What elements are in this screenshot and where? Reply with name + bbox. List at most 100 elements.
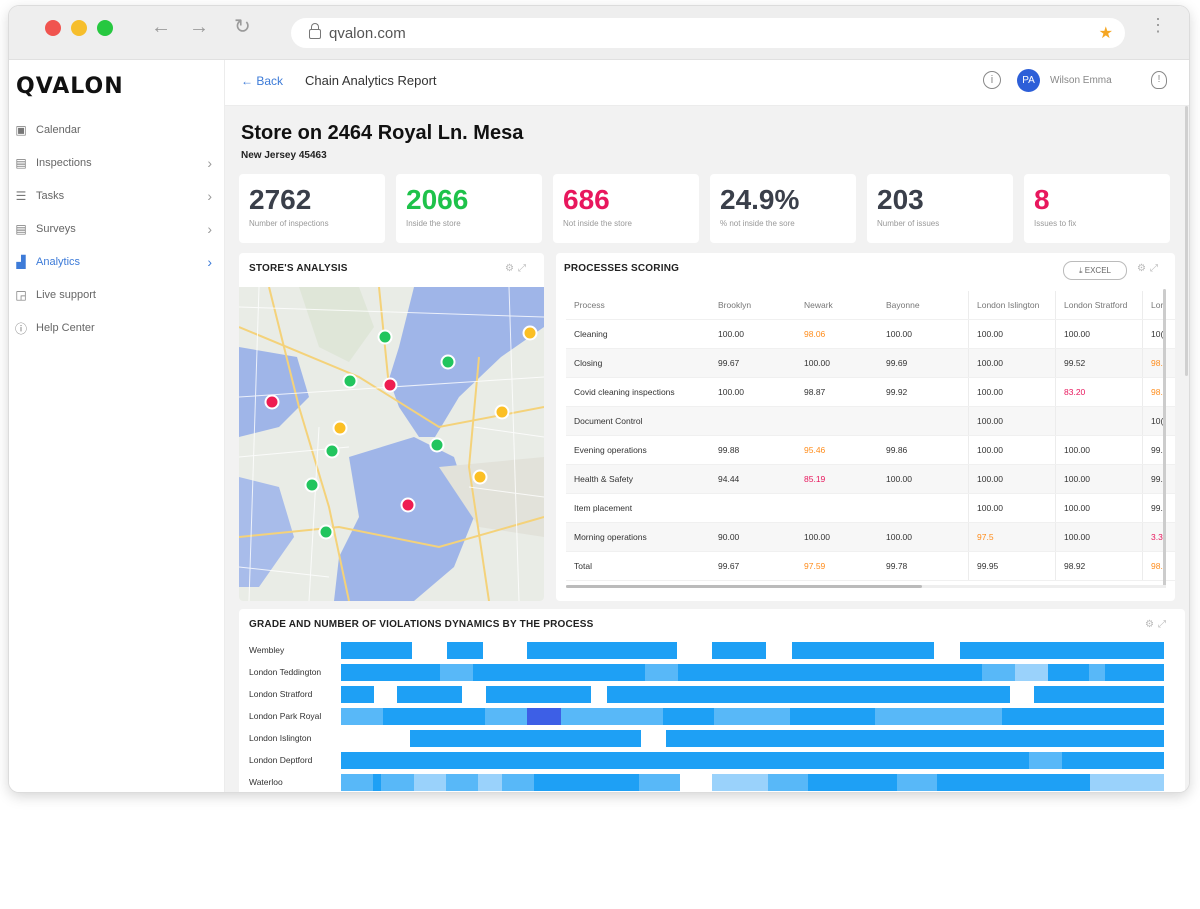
heatmap-cell[interactable] [1043, 730, 1053, 747]
heatmap-cell[interactable] [1056, 642, 1067, 659]
heatmap-cell[interactable] [434, 708, 444, 725]
heatmap-cell[interactable] [475, 752, 485, 769]
heatmap-cell[interactable] [853, 642, 864, 659]
heatmap-cell[interactable] [566, 774, 576, 791]
heatmap-cell[interactable] [424, 752, 434, 769]
heatmap-cell[interactable] [693, 752, 703, 769]
heatmap-cell[interactable] [990, 664, 1000, 681]
heatmap-cell[interactable] [969, 774, 979, 791]
heatmap-cell[interactable] [966, 730, 976, 747]
store-marker-warning[interactable] [494, 404, 510, 420]
bookmark-star-icon[interactable]: ★ [1098, 25, 1113, 42]
heatmap-cell[interactable] [1112, 752, 1122, 769]
heatmap-cell[interactable] [518, 708, 529, 725]
heatmap-cell[interactable] [684, 752, 694, 769]
heatmap-cell[interactable] [1070, 752, 1080, 769]
heatmap-cell[interactable] [856, 774, 866, 791]
heatmap-cell[interactable] [848, 686, 858, 703]
store-marker-bad[interactable] [400, 497, 416, 513]
heatmap-cell[interactable] [906, 642, 917, 659]
heatmap-cell[interactable] [1045, 752, 1055, 769]
heatmap-cell[interactable] [473, 642, 484, 659]
heatmap-cell[interactable] [899, 664, 909, 681]
heatmap-cell[interactable] [995, 642, 1005, 659]
window-scrollbar[interactable] [1185, 106, 1188, 376]
heatmap-cell[interactable] [914, 730, 924, 747]
heatmap-cell[interactable] [936, 752, 946, 769]
heatmap-cell[interactable] [931, 730, 941, 747]
heatmap-cell[interactable] [366, 708, 376, 725]
heatmap-cell[interactable] [919, 752, 929, 769]
heatmap-cell[interactable] [1062, 752, 1072, 769]
store-marker-good[interactable] [304, 477, 320, 493]
heatmap-cell[interactable] [374, 752, 384, 769]
heatmap-cell[interactable] [917, 708, 927, 725]
heatmap-cell[interactable] [923, 730, 933, 747]
heatmap-cell[interactable] [550, 774, 560, 791]
heatmap-cell[interactable] [1017, 774, 1027, 791]
heatmap-cell[interactable] [968, 642, 978, 659]
heatmap-cell[interactable] [692, 730, 702, 747]
heatmap-cell[interactable] [1015, 664, 1024, 681]
heatmap-cell[interactable] [1137, 730, 1147, 747]
heatmap-cell[interactable] [1114, 686, 1124, 703]
heatmap-cell[interactable] [582, 774, 592, 791]
heatmap-cell[interactable] [495, 730, 505, 747]
back-link[interactable]: ← Back [241, 74, 284, 88]
heatmap-cell[interactable] [510, 774, 519, 791]
heatmap-cell[interactable] [808, 686, 818, 703]
store-marker-good[interactable] [440, 354, 456, 370]
heatmap-cell[interactable] [1012, 642, 1023, 659]
heatmap-cell[interactable] [671, 686, 681, 703]
heatmap-cell[interactable] [848, 774, 858, 791]
heatmap-cell[interactable] [721, 642, 731, 659]
heatmap-cell[interactable] [735, 664, 745, 681]
heatmap-cell[interactable] [1138, 774, 1148, 791]
heatmap-cell[interactable] [669, 664, 679, 681]
heatmap-cell[interactable] [889, 642, 899, 659]
heatmap-cell[interactable] [872, 774, 882, 791]
heatmap-cell[interactable] [558, 774, 568, 791]
heatmap-cell[interactable] [1074, 774, 1083, 791]
heatmap-cell[interactable] [493, 708, 503, 725]
sidebar-item-tasks[interactable]: ☰ Tasks › [14, 185, 214, 207]
heatmap-cell[interactable] [743, 730, 753, 747]
heatmap-cell[interactable] [632, 730, 642, 747]
heatmap-cell[interactable] [790, 708, 800, 725]
heatmap-cell[interactable] [486, 774, 495, 791]
heatmap-cell[interactable] [702, 664, 712, 681]
heatmap-cell[interactable] [671, 774, 681, 791]
heatmap-cell[interactable] [983, 730, 993, 747]
heatmap-cell[interactable] [1001, 774, 1011, 791]
heatmap-cell[interactable] [606, 686, 616, 703]
heatmap-cell[interactable] [366, 752, 376, 769]
heatmap-cell[interactable] [701, 752, 711, 769]
heatmap-cell[interactable] [846, 730, 856, 747]
sidebar-item-analytics[interactable]: ▟ Analytics › [14, 251, 214, 273]
heatmap-cell[interactable] [747, 642, 758, 659]
heatmap-cell[interactable] [418, 730, 428, 747]
heatmap-cell[interactable] [811, 730, 822, 747]
heatmap-cell[interactable] [357, 686, 366, 703]
heatmap-cell[interactable] [1035, 708, 1045, 725]
browser-menu-icon[interactable]: ⋮ [1149, 15, 1167, 35]
heatmap-cell[interactable] [891, 664, 901, 681]
heatmap-cell[interactable] [357, 752, 367, 769]
heatmap-cell[interactable] [961, 774, 971, 791]
heatmap-cell[interactable] [502, 774, 511, 791]
heatmap-cell[interactable] [832, 686, 842, 703]
heatmap-cell[interactable] [925, 708, 935, 725]
heatmap-cell[interactable] [398, 664, 408, 681]
heatmap-cell[interactable] [636, 664, 646, 681]
heatmap-cell[interactable] [998, 664, 1008, 681]
heatmap-cell[interactable] [641, 642, 651, 659]
heatmap-cell[interactable] [416, 752, 426, 769]
heatmap-cell[interactable] [1122, 774, 1132, 791]
heatmap-cell[interactable] [738, 642, 749, 659]
heatmap-cell[interactable] [1154, 664, 1164, 681]
heatmap-cell[interactable] [726, 752, 736, 769]
heatmap-cell[interactable] [389, 774, 398, 791]
heatmap-cell[interactable] [623, 686, 632, 703]
panel-settings-icon[interactable]: ⚙⤢ [505, 263, 530, 274]
scrollbar-thumb[interactable] [566, 585, 922, 588]
